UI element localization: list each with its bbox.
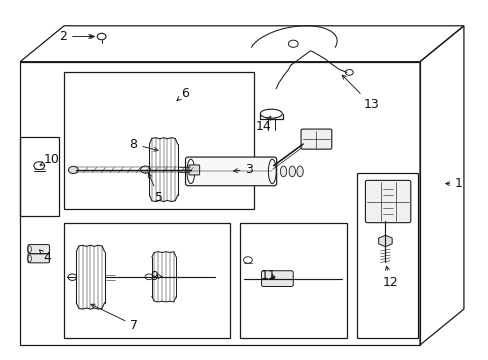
Text: 13: 13 [342,75,378,111]
FancyBboxPatch shape [28,254,49,263]
FancyBboxPatch shape [185,157,276,186]
Ellipse shape [296,166,303,177]
FancyBboxPatch shape [188,165,199,175]
FancyBboxPatch shape [365,180,410,223]
Text: 6: 6 [177,87,188,100]
Text: 2: 2 [59,30,92,43]
FancyBboxPatch shape [28,244,49,253]
Text: 1: 1 [445,177,462,190]
Ellipse shape [288,166,295,177]
Text: 14: 14 [256,116,271,133]
Text: 10: 10 [40,153,60,166]
Text: 12: 12 [382,266,398,289]
Text: 3: 3 [233,163,253,176]
Circle shape [68,166,78,174]
Ellipse shape [280,166,286,177]
Text: 11: 11 [261,269,276,282]
Text: 4: 4 [40,250,51,264]
FancyBboxPatch shape [261,271,293,287]
Text: 7: 7 [91,304,138,332]
FancyBboxPatch shape [301,129,331,149]
Text: 9: 9 [150,270,162,283]
Polygon shape [378,235,391,247]
Text: 5: 5 [148,174,163,204]
Text: 8: 8 [129,138,158,151]
